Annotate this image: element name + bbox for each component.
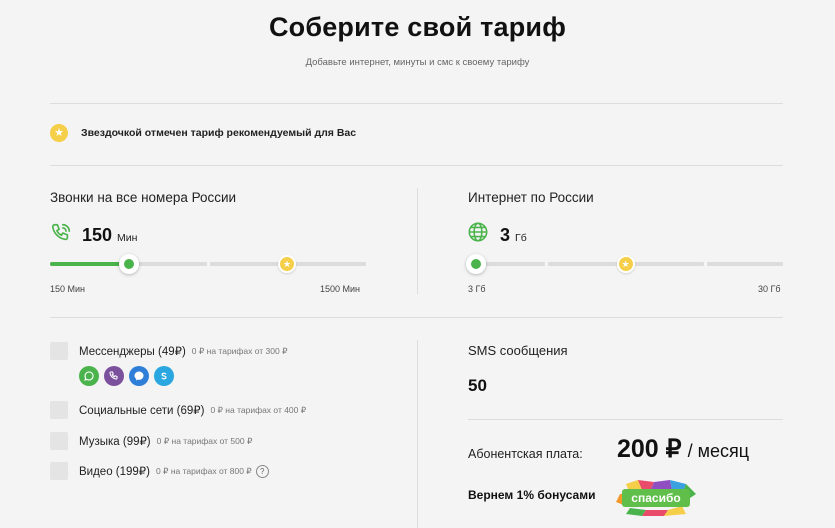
- fee-value: 200 ₽: [617, 435, 682, 463]
- divider: [468, 419, 783, 420]
- slider-handle-dot: [471, 259, 481, 269]
- help-icon[interactable]: ?: [255, 464, 269, 478]
- viber-icon: [104, 366, 124, 386]
- skype-icon: [154, 366, 174, 386]
- phone-icon: [50, 222, 72, 249]
- recommendation-notice: ★ Звездочкой отмечен тариф рекомендуемый…: [50, 124, 356, 142]
- fee-label: Абонентская плата:: [468, 447, 583, 461]
- option-messengers[interactable]: Мессенджеры (49₽) 0 ₽ на тарифах от 300 …: [50, 342, 288, 360]
- slider-track-segment[interactable]: [129, 262, 207, 266]
- video-checkbox[interactable]: [50, 462, 68, 480]
- fee-amount: 200 ₽ / месяц: [617, 434, 749, 464]
- calls-max-label: 1500 Мин: [320, 284, 361, 294]
- spasibo-logo-text: спасибо: [631, 491, 680, 505]
- fee-period: / месяц: [687, 441, 750, 461]
- calls-unit: Мин: [117, 232, 138, 244]
- calls-amount: 150 Мин: [82, 225, 137, 246]
- option-music[interactable]: Музыка (99₽) 0 ₽ на тарифах от 500 ₽: [50, 432, 252, 450]
- bonus-text: Вернем 1% бонусами: [468, 488, 595, 502]
- calls-slider[interactable]: ★: [50, 254, 366, 274]
- bonus-percent: 1%: [516, 488, 534, 502]
- slider-track-segment[interactable]: [209, 262, 287, 266]
- option-label: Музыка (99₽): [79, 436, 151, 448]
- globe-icon: [467, 221, 489, 248]
- internet-value: 3: [500, 225, 511, 245]
- whatsapp-icon: [79, 366, 99, 386]
- sms-title: SMS сообщения: [468, 343, 568, 358]
- option-note: 0 ₽ на тарифах от 400 ₽: [210, 404, 307, 415]
- recommended-star-icon[interactable]: ★: [278, 255, 296, 273]
- star-icon: ★: [50, 124, 68, 142]
- slider-track-segment[interactable]: [627, 262, 704, 266]
- vertical-divider: [417, 340, 418, 528]
- social-networks-checkbox[interactable]: [50, 401, 68, 419]
- option-note: 0 ₽ на тарифах от 500 ₽: [156, 435, 253, 446]
- slider-track-segment[interactable]: [468, 262, 545, 266]
- slider-track-segment[interactable]: [706, 262, 783, 266]
- internet-amount: 3 Гб: [500, 225, 527, 246]
- bonus-prefix: Вернем: [468, 488, 514, 502]
- option-note: 0 ₽ на тарифах от 800 ₽: [155, 465, 252, 476]
- slider-handle[interactable]: [466, 254, 486, 274]
- option-label: Социальные сети (69₽): [79, 405, 205, 417]
- option-note: 0 ₽ на тарифах от 300 ₽: [191, 345, 288, 356]
- divider: [50, 165, 783, 166]
- sms-value: 50: [468, 376, 487, 395]
- calls-title: Звонки на все номера России: [50, 190, 237, 205]
- internet-max-label: 30 Гб: [758, 284, 781, 294]
- messenger-icon: [129, 366, 149, 386]
- bonus-suffix: бонусами: [537, 488, 596, 502]
- messengers-checkbox[interactable]: [50, 342, 68, 360]
- spasibo-logo: спасибо: [616, 480, 700, 521]
- music-checkbox[interactable]: [50, 432, 68, 450]
- option-video[interactable]: Видео (199₽) 0 ₽ на тарифах от 800 ₽ ?: [50, 462, 269, 480]
- internet-unit: Гб: [515, 232, 527, 244]
- slider-track-segment[interactable]: [289, 262, 366, 266]
- internet-min-label: 3 Гб: [468, 284, 486, 294]
- divider: [50, 103, 783, 104]
- internet-slider[interactable]: ★: [466, 254, 783, 274]
- messenger-apps: [79, 366, 174, 386]
- page-subtitle: Добавьте интернет, минуты и смс к своему…: [305, 57, 530, 68]
- option-label: Мессенджеры (49₽): [79, 346, 186, 358]
- recommended-star-icon[interactable]: ★: [616, 255, 635, 273]
- option-social-networks[interactable]: Социальные сети (69₽) 0 ₽ на тарифах от …: [50, 401, 306, 419]
- slider-handle-dot: [124, 259, 134, 269]
- calls-value: 150: [82, 225, 113, 245]
- slider-handle[interactable]: [119, 254, 139, 274]
- notice-text: Звездочкой отмечен тариф рекомендуемый д…: [81, 127, 357, 139]
- calls-min-label: 150 Мин: [50, 284, 86, 294]
- page-title: Соберите свой тариф: [268, 12, 567, 42]
- slider-fill: [50, 262, 129, 266]
- option-label: Видео (199₽): [79, 466, 150, 478]
- slider-track-segment[interactable]: [547, 262, 624, 266]
- internet-title: Интернет по России: [468, 190, 594, 205]
- vertical-divider: [417, 188, 418, 294]
- divider: [50, 317, 783, 318]
